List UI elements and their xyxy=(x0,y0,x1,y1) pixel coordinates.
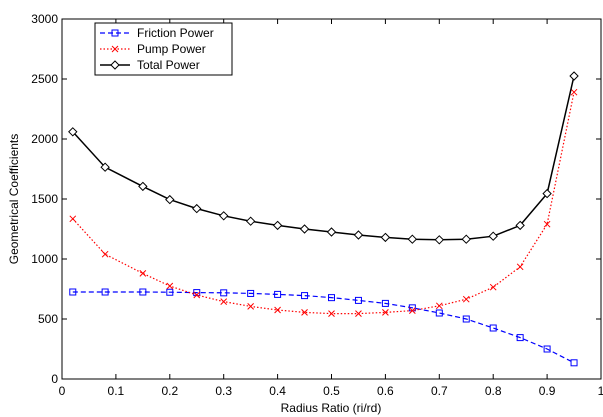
y-tick-label: 3000 xyxy=(31,12,58,26)
data-point-square xyxy=(435,309,443,317)
data-point-x xyxy=(193,291,201,299)
plot-area xyxy=(61,18,602,380)
data-point-diamond xyxy=(407,234,418,244)
legend-items: Friction Power Pump Power Total Power xyxy=(100,26,214,72)
data-point-diamond xyxy=(165,194,175,205)
data-point-x xyxy=(382,309,389,316)
legend-swatch-marker xyxy=(111,45,119,53)
data-point-diamond xyxy=(218,211,229,221)
data-point-x xyxy=(101,250,109,258)
data-point-x xyxy=(543,220,551,228)
x-tick-label: 0 xyxy=(59,384,66,398)
data-point-square xyxy=(301,292,309,300)
data-point-x xyxy=(435,302,443,310)
data-point-diamond xyxy=(138,181,148,192)
y-axis-ticks: 0 500 1000 1500 2000 2500 3000 xyxy=(31,12,601,386)
data-point-square xyxy=(69,288,77,296)
x-tick-label: 0.3 xyxy=(215,384,232,398)
data-point-x xyxy=(220,298,228,305)
data-point-diamond xyxy=(434,235,445,245)
data-point-diamond xyxy=(326,227,337,237)
legend-label: Friction Power xyxy=(137,26,214,40)
x-tick-label: 0.9 xyxy=(539,384,556,398)
x-tick-label: 0.2 xyxy=(161,384,178,398)
data-point-square xyxy=(139,288,147,296)
x-tick-label: 0.7 xyxy=(431,384,448,398)
series-total-power xyxy=(68,71,579,245)
data-point-x xyxy=(166,282,174,290)
data-point-diamond xyxy=(299,224,310,234)
data-point-diamond xyxy=(192,203,202,214)
data-point-diamond xyxy=(542,188,552,199)
data-point-x xyxy=(516,263,524,271)
data-point-square xyxy=(570,359,578,367)
y-axis-title: Geometrical Coefficients xyxy=(7,134,21,265)
y-tick-label: 0 xyxy=(51,372,58,386)
y-tick-label: 500 xyxy=(38,312,58,326)
data-point-square xyxy=(462,315,470,323)
legend-label: Total Power xyxy=(137,58,200,72)
data-point-x xyxy=(247,303,255,310)
x-tick-label: 0.1 xyxy=(108,384,125,398)
data-point-square xyxy=(247,289,255,297)
series-line xyxy=(72,291,575,364)
data-point-x xyxy=(328,310,335,317)
series-layer xyxy=(68,71,579,367)
data-point-x xyxy=(489,283,497,291)
data-point-diamond xyxy=(488,231,498,241)
legend: Friction Power Pump Power Total Power xyxy=(94,22,233,76)
data-point-square xyxy=(543,345,551,353)
y-tick-label: 1500 xyxy=(31,192,58,206)
data-point-square xyxy=(354,296,362,304)
y-tick-label: 2000 xyxy=(31,132,58,146)
data-point-diamond xyxy=(68,127,78,137)
data-point-x xyxy=(139,270,147,277)
data-point-diamond xyxy=(245,216,256,226)
data-point-x xyxy=(408,307,416,314)
data-point-x xyxy=(69,215,77,223)
x-tick-label: 0.5 xyxy=(323,384,340,398)
x-tick-label: 1 xyxy=(598,384,603,398)
data-point-x xyxy=(462,295,470,303)
data-point-square xyxy=(274,290,282,298)
data-point-square xyxy=(381,299,389,307)
data-point-square xyxy=(516,334,524,342)
data-point-square xyxy=(328,294,335,302)
data-point-square xyxy=(220,289,228,297)
legend-label: Pump Power xyxy=(137,42,206,56)
data-point-x xyxy=(355,310,362,317)
data-point-diamond xyxy=(272,220,283,231)
x-axis-title: Radius Ratio (ri/rd) xyxy=(281,401,382,415)
data-point-diamond xyxy=(100,162,110,172)
y-tick-label: 1000 xyxy=(31,252,58,266)
legend-swatch-marker xyxy=(111,29,119,37)
data-point-diamond xyxy=(569,71,579,81)
x-axis-ticks: 0 0.1 0.2 0.3 0.4 0.5 0.6 0.7 0.8 0.9 1 xyxy=(59,19,603,398)
legend-swatch-marker xyxy=(110,60,120,70)
x-tick-label: 0.4 xyxy=(269,384,286,398)
data-point-x xyxy=(570,88,578,96)
data-point-square xyxy=(489,324,497,332)
series-pump-power xyxy=(69,88,578,317)
data-point-square xyxy=(101,288,109,296)
data-point-diamond xyxy=(515,220,525,231)
data-point-diamond xyxy=(461,234,471,244)
x-tick-label: 0.6 xyxy=(377,384,394,398)
data-point-x xyxy=(274,306,281,314)
x-tick-label: 0.8 xyxy=(485,384,502,398)
data-point-diamond xyxy=(380,232,391,243)
data-point-square xyxy=(166,288,174,296)
data-point-diamond xyxy=(353,230,364,240)
data-point-x xyxy=(301,309,308,316)
y-tick-label: 2500 xyxy=(31,72,58,86)
